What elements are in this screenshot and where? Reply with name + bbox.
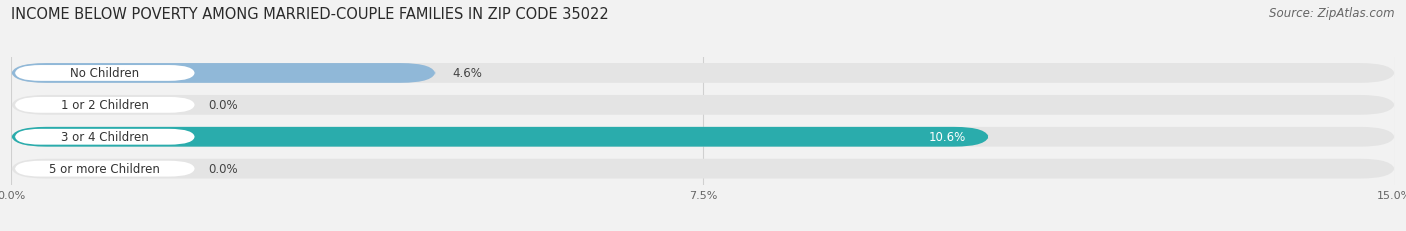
FancyBboxPatch shape [11,96,1395,115]
Text: 0.0%: 0.0% [208,99,238,112]
FancyBboxPatch shape [11,159,1395,179]
FancyBboxPatch shape [11,127,1395,147]
Text: 5 or more Children: 5 or more Children [49,162,160,175]
Text: 0.0%: 0.0% [208,162,238,175]
FancyBboxPatch shape [15,129,195,145]
FancyBboxPatch shape [11,64,1395,83]
FancyBboxPatch shape [15,97,195,113]
Text: INCOME BELOW POVERTY AMONG MARRIED-COUPLE FAMILIES IN ZIP CODE 35022: INCOME BELOW POVERTY AMONG MARRIED-COUPL… [11,7,609,22]
FancyBboxPatch shape [11,64,436,83]
Text: 4.6%: 4.6% [453,67,482,80]
Text: Source: ZipAtlas.com: Source: ZipAtlas.com [1270,7,1395,20]
FancyBboxPatch shape [15,66,195,82]
FancyBboxPatch shape [11,127,988,147]
Text: 10.6%: 10.6% [928,131,966,144]
FancyBboxPatch shape [15,161,195,177]
Text: 1 or 2 Children: 1 or 2 Children [60,99,149,112]
Text: No Children: No Children [70,67,139,80]
Text: 3 or 4 Children: 3 or 4 Children [60,131,149,144]
